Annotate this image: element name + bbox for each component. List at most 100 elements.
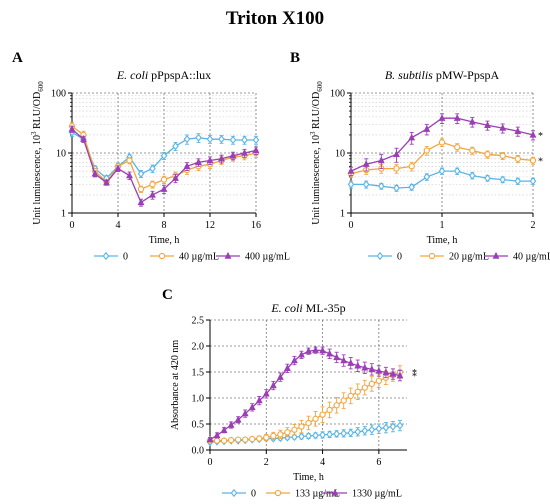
data-point [277, 431, 284, 438]
x-tick-label: 0 [70, 220, 75, 231]
data-point [326, 430, 333, 439]
y-axis-label-part: RLU/OD [32, 92, 43, 132]
data-point [256, 435, 263, 442]
panel-label: A [12, 50, 23, 66]
data-point [242, 436, 249, 443]
x-tick-label: 8 [162, 220, 167, 231]
data-point [298, 423, 305, 430]
data-point [396, 421, 404, 430]
chart-panel-C: 0.0 0.5 1.0 1.5 2.0 2.5 0 2 4 6 C E. coli ML-35p Tim… [162, 287, 417, 500]
data-point [291, 356, 298, 364]
data-point [291, 426, 298, 433]
data-point [227, 436, 235, 444]
data-point [241, 148, 248, 156]
significance-marker: * [412, 368, 417, 379]
data-point [347, 166, 355, 174]
data-point [172, 142, 179, 151]
data-point [529, 177, 537, 186]
data-point [319, 346, 326, 354]
data-point [368, 365, 376, 373]
legend-label: 20 µg/mL [449, 252, 489, 263]
data-point [347, 359, 355, 366]
legend-swatch-marker [376, 251, 384, 261]
y-axis-label-sub: 600 [316, 81, 324, 92]
data-point [499, 123, 507, 131]
data-point [347, 180, 355, 189]
data-point [80, 135, 87, 142]
data-point [305, 419, 312, 427]
data-point [423, 147, 430, 154]
chart-title-italic: B. subtilis [385, 68, 433, 82]
data-point [333, 353, 341, 361]
data-point [408, 163, 415, 170]
legend-label: 40 µg/mL [513, 252, 550, 263]
data-point [389, 422, 397, 431]
legend-swatch-marker [230, 488, 238, 498]
data-point [347, 392, 354, 400]
data-point [298, 432, 305, 441]
data-point [183, 135, 191, 144]
y-axis-label-part: Unit luminescence, 10 [311, 135, 322, 225]
data-point [137, 185, 145, 193]
y-axis-label: Unit luminescence, 103 RLU/OD600 [309, 81, 324, 225]
data-point [354, 427, 362, 436]
data-point [114, 164, 122, 172]
data-point [206, 135, 214, 144]
data-point [375, 424, 383, 433]
gridlines [351, 92, 534, 213]
data-point [377, 156, 385, 164]
data-point [149, 181, 156, 188]
y-tick-label: 0.5 [192, 420, 205, 431]
data-point [484, 174, 491, 183]
data-point [137, 198, 145, 206]
data-point [438, 139, 446, 146]
data-point [312, 415, 319, 422]
data-point [263, 434, 270, 441]
series-line [209, 349, 401, 441]
legend: 0 40 µg/mL 400 µg/mL [94, 252, 290, 263]
data-point [514, 155, 521, 162]
data-point [137, 169, 145, 178]
x-tick-label: 6 [376, 457, 381, 468]
y-tick-label: 10 [335, 149, 345, 160]
chart-title-rest: pMW-PpspA [433, 68, 500, 82]
data-point [213, 437, 221, 444]
y-axis-label-part: RLU/OD [311, 92, 322, 132]
series-line [210, 371, 401, 442]
data-point [340, 356, 348, 364]
y-axis-label: Absorbance at 420 nm [170, 340, 181, 430]
legend-swatch-marker [492, 251, 500, 259]
data-point [514, 127, 522, 134]
data-point [354, 388, 361, 395]
data-point [389, 369, 397, 377]
data-point [172, 174, 179, 181]
data-point [276, 373, 284, 380]
x-tick-label: 4 [116, 220, 121, 231]
x-tick-label: 0 [208, 457, 213, 468]
data-point [529, 157, 537, 164]
data-point [195, 133, 202, 142]
data-point [206, 156, 214, 164]
y-axis-label-sup: 3 [30, 131, 38, 135]
figure-title: Triton X100 [226, 8, 324, 29]
legend-label: 400 µg/mL [245, 252, 290, 263]
data-point [469, 147, 476, 154]
data-point [241, 409, 249, 417]
legend-swatch-marker [274, 489, 282, 497]
data-point [160, 185, 168, 192]
data-point [529, 130, 537, 138]
data-point [423, 172, 431, 181]
data-point [361, 384, 368, 391]
legend-label: 1330 µg/mL [352, 489, 402, 500]
series-1 [206, 365, 404, 444]
series-2 [347, 113, 537, 177]
data-point [227, 420, 235, 428]
data-point [326, 349, 334, 357]
data-point [499, 152, 506, 159]
data-point [393, 150, 400, 158]
legend-label: 0 [123, 252, 128, 263]
data-point [368, 425, 376, 434]
chart-title: B. subtilis pMW-PpspA [385, 68, 500, 82]
data-point [362, 160, 370, 167]
data-point [229, 151, 237, 159]
